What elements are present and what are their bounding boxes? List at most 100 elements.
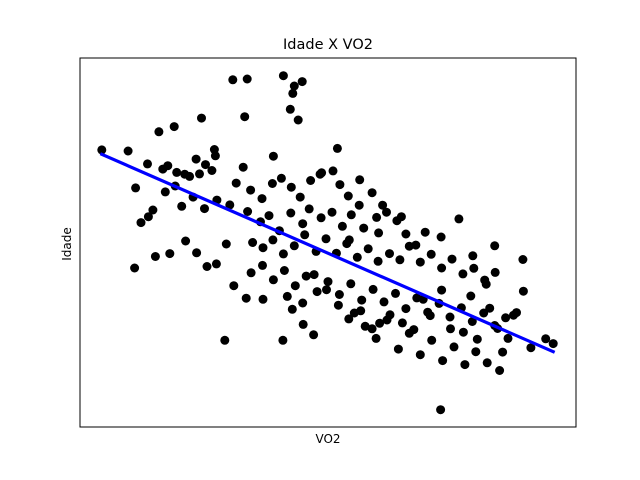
- data-point-146: [526, 343, 536, 353]
- data-point-148: [548, 339, 558, 349]
- data-point-77: [382, 207, 391, 217]
- data-point-138: [438, 356, 448, 366]
- data-point-70: [304, 204, 314, 214]
- data-point-41: [285, 104, 295, 114]
- data-point-191: [278, 335, 288, 345]
- data-point-40: [278, 71, 288, 81]
- data-point-110: [312, 287, 322, 297]
- data-point-173: [385, 310, 395, 320]
- data-point-174: [397, 318, 407, 328]
- data-point-29: [202, 262, 212, 271]
- data-point-152: [454, 214, 464, 224]
- data-point-55: [295, 192, 305, 202]
- data-point-93: [385, 249, 394, 259]
- data-point-73: [337, 221, 347, 231]
- data-point-112: [334, 290, 344, 299]
- data-point-9: [131, 183, 141, 193]
- data-point-30: [211, 259, 221, 269]
- data-point-61: [355, 175, 365, 185]
- data-point-100: [458, 269, 468, 279]
- data-point-163: [282, 291, 292, 301]
- data-point-16: [136, 218, 146, 228]
- data-point-164: [287, 304, 297, 314]
- data-point-106: [268, 275, 278, 285]
- data-point-18: [160, 187, 170, 197]
- data-point-159: [344, 235, 354, 245]
- data-point-58: [328, 166, 338, 176]
- data-point-115: [368, 284, 378, 294]
- data-point-26: [165, 249, 175, 259]
- data-point-91: [363, 244, 373, 254]
- data-point-142: [482, 358, 492, 368]
- data-point-2: [143, 159, 152, 169]
- data-point-158: [354, 200, 364, 210]
- data-point-160: [229, 281, 239, 291]
- data-point-149: [518, 255, 528, 264]
- data-point-28: [192, 248, 202, 258]
- data-point-182: [472, 334, 482, 344]
- data-point-143: [495, 366, 505, 375]
- data-point-151: [468, 251, 478, 261]
- data-point-84: [289, 241, 299, 251]
- data-point-66: [264, 211, 274, 221]
- data-point-69: [298, 219, 308, 229]
- data-point-87: [321, 234, 331, 244]
- data-point-4: [172, 167, 182, 177]
- data-point-183: [481, 279, 491, 289]
- data-point-124: [467, 317, 477, 326]
- data-point-118: [401, 304, 411, 314]
- data-point-62: [367, 188, 377, 198]
- data-point-145: [518, 286, 528, 296]
- data-point-190: [220, 335, 230, 345]
- data-point-57: [315, 169, 325, 179]
- data-point-63: [378, 200, 388, 210]
- data-point-56: [306, 176, 316, 185]
- data-point-50: [246, 185, 256, 195]
- data-point-19: [177, 201, 187, 211]
- data-point-147: [541, 334, 551, 344]
- data-point-60: [343, 191, 353, 201]
- data-point-141: [471, 347, 481, 357]
- data-point-83: [278, 249, 288, 259]
- data-point-99: [447, 254, 457, 264]
- data-point-17: [148, 205, 158, 215]
- data-point-103: [490, 267, 500, 277]
- data-point-24: [130, 263, 140, 273]
- data-point-167: [322, 285, 331, 295]
- data-point-53: [276, 173, 286, 183]
- data-point-171: [367, 324, 377, 334]
- data-point-131: [360, 321, 370, 331]
- data-point-101: [469, 263, 479, 273]
- data-point-46: [332, 143, 342, 153]
- data-point-125: [479, 308, 489, 318]
- data-point-140: [460, 360, 470, 370]
- data-point-85: [300, 230, 310, 240]
- data-point-96: [415, 257, 425, 267]
- data-point-6: [195, 169, 204, 179]
- data-point-37: [242, 74, 252, 84]
- data-point-170: [356, 306, 366, 316]
- data-point-27: [181, 236, 191, 246]
- data-point-92: [373, 256, 383, 266]
- data-point-165: [298, 298, 308, 308]
- data-point-132: [371, 333, 381, 343]
- data-point-116: [379, 297, 389, 307]
- data-point-51: [257, 194, 267, 204]
- data-point-113: [346, 279, 356, 289]
- data-point-7: [207, 166, 217, 175]
- data-point-0: [97, 145, 107, 155]
- data-point-45: [288, 88, 298, 98]
- data-point-185: [503, 333, 513, 343]
- data-point-180: [458, 327, 468, 337]
- data-point-13: [191, 154, 201, 164]
- data-point-122: [445, 312, 455, 322]
- data-point-32: [154, 127, 164, 137]
- data-point-36: [228, 75, 238, 85]
- data-point-81: [258, 243, 268, 253]
- data-point-39: [268, 151, 278, 161]
- data-point-169: [344, 314, 354, 324]
- data-point-127: [501, 313, 511, 323]
- data-point-76: [372, 212, 382, 222]
- data-point-1: [123, 146, 133, 156]
- data-point-128: [298, 319, 308, 329]
